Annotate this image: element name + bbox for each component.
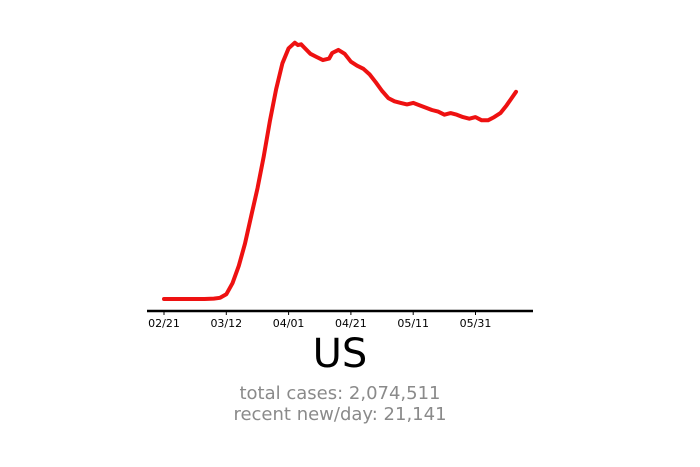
x-tick-label: 02/21 [148,317,180,330]
total-cases-stat: total cases: 2,074,511 [239,383,441,404]
recent-new-per-day-stat: recent new/day: 21,141 [233,404,447,425]
x-tick-label: 04/01 [273,317,305,330]
x-tick-label: 04/21 [335,317,367,330]
x-tick-label: 05/31 [460,317,492,330]
x-axis-tick-labels: 02/21 03/12 04/01 04/21 05/11 05/31 [148,317,491,330]
series-line [162,40,518,301]
x-tick-label: 05/11 [397,317,429,330]
region-title: US [312,331,368,377]
x-tick-label: 03/12 [210,317,242,330]
